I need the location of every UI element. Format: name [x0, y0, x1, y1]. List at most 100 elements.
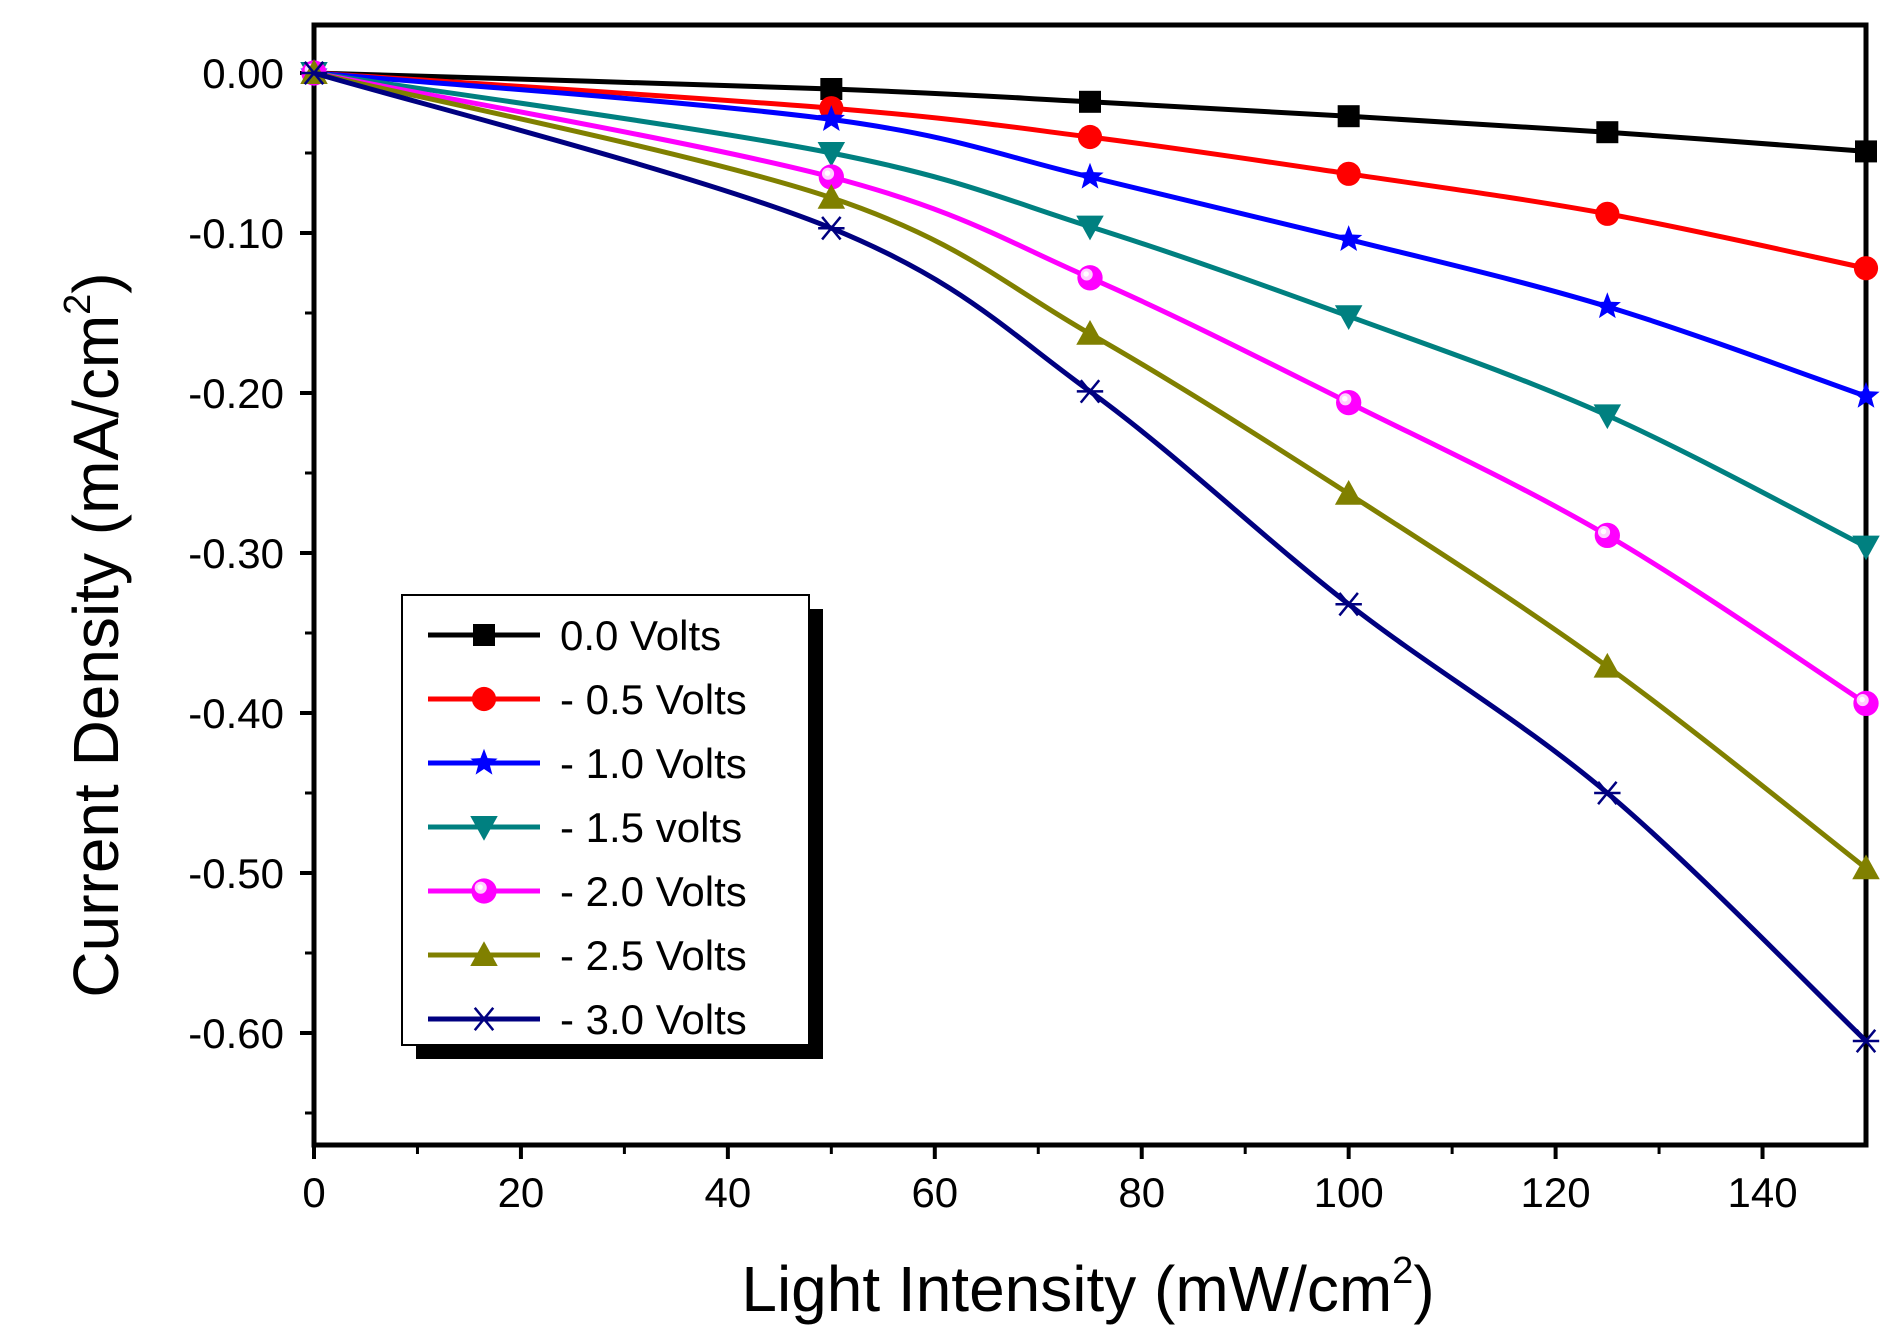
x-tick-label: 120: [1521, 1169, 1591, 1216]
data-point: [1595, 201, 1620, 226]
data-point: [1335, 225, 1363, 251]
data-point: [1076, 379, 1104, 404]
data-point: [1337, 105, 1360, 128]
legend-swatch-marker: [470, 816, 498, 841]
series-layer: [300, 58, 1880, 1054]
series-1: [303, 62, 1877, 163]
plot-frame: [311, 22, 1869, 1148]
data-point: [300, 60, 328, 86]
data-point: [1852, 1028, 1880, 1054]
y-tick-label: -0.10: [188, 210, 284, 257]
legend-swatch-marker: [471, 686, 497, 712]
data-point: [1853, 256, 1879, 281]
data-point: [1852, 854, 1880, 880]
data-point: [817, 105, 845, 131]
series-line: [313, 70, 1868, 1043]
data-point: [817, 142, 846, 167]
data-point: [1076, 162, 1104, 189]
y-axis-title: Current Density (mA/cm2): [57, 272, 132, 997]
marker-asterisk-stroke: [1079, 379, 1101, 404]
legend: 0.0 Volts - 0.5 Volts - 1.0 Volts - 1.5 vol…: [401, 594, 823, 1059]
marker-sphere-shine: [1083, 271, 1089, 277]
x-tick-label: 60: [911, 1169, 958, 1216]
marker-sphere-shine: [1600, 528, 1607, 535]
data-point: [1853, 690, 1879, 717]
data-point: [1596, 121, 1619, 144]
data-point: [1076, 215, 1104, 241]
legend-item: - 2.5 Volts: [428, 932, 747, 979]
legend-swatch-marker: [470, 941, 498, 966]
data-point: [1593, 292, 1621, 319]
marker-asterisk-stroke: [303, 60, 325, 86]
marker-asterisk-stroke: [1855, 1028, 1877, 1054]
data-point: [818, 164, 844, 190]
data-point: [1334, 305, 1363, 330]
data-point: [1334, 480, 1363, 505]
x-tick-label: 100: [1314, 1169, 1384, 1216]
data-point: [820, 78, 843, 100]
data-point: [817, 184, 846, 209]
legend-label: - 2.5 Volts: [560, 932, 747, 979]
series-2: [301, 60, 1879, 281]
legend-label: - 1.0 Volts: [560, 740, 747, 787]
data-point: [1076, 320, 1104, 345]
data-point: [1077, 124, 1103, 150]
legend-label: - 1.5 volts: [560, 804, 742, 851]
series-line: [313, 70, 1868, 871]
y-tick-label: -0.30: [188, 530, 284, 577]
marker-asterisk-stroke: [1338, 592, 1359, 617]
legend-box: [401, 594, 810, 1046]
data-point: [1079, 90, 1101, 113]
series-line: [313, 70, 1867, 399]
marker-asterisk-stroke: [1597, 780, 1618, 806]
series-line: [313, 70, 1868, 706]
data-point: [1594, 522, 1620, 549]
legend-swatch-marker: [470, 1006, 498, 1032]
legend-label: - 3.0 Volts: [560, 996, 747, 1043]
x-tick-label: 0: [302, 1169, 325, 1216]
series-line: [313, 70, 1867, 271]
x-tick-label: 20: [498, 1169, 545, 1216]
x-axis: 0 20 40 60 80 100 120 140: [302, 1145, 1798, 1216]
y-tick-label: -0.20: [188, 370, 284, 417]
legend-label: 0.0 Volts: [560, 612, 721, 659]
data-point: [1335, 592, 1362, 617]
data-point: [1593, 652, 1622, 678]
marker-sphere-shine: [1342, 396, 1348, 402]
y-tick-label: -0.40: [188, 690, 284, 737]
series-7: [300, 60, 1880, 1054]
data-point: [1852, 381, 1880, 408]
marker-sphere-shine: [1859, 696, 1865, 703]
legend-item: - 0.5 Volts: [428, 676, 747, 723]
legend-item: - 3.0 Volts: [428, 996, 747, 1043]
x-tick-label: 80: [1118, 1169, 1165, 1216]
y-axis: 0.00 -0.10 -0.20 -0.30 -0.40 -0.50 -0.60: [188, 50, 314, 1115]
marker-sphere-shine: [824, 170, 831, 176]
legend-item: 0.0 Volts: [428, 612, 721, 659]
legend-item: - 1.0 Volts: [428, 740, 747, 787]
data-point: [1077, 265, 1103, 291]
x-tick-label: 40: [705, 1169, 752, 1216]
data-point: [1336, 161, 1361, 186]
legend-label: - 0.5 Volts: [560, 676, 747, 723]
legend-label: - 2.0 Volts: [560, 868, 747, 915]
data-point: [1593, 404, 1622, 430]
legend-swatch-marker: [473, 624, 495, 646]
marker-sphere-shine: [477, 884, 483, 890]
marker-asterisk-stroke: [821, 216, 842, 241]
x-tick-label: 140: [1727, 1169, 1797, 1216]
data-point: [1594, 780, 1621, 806]
plot-area: [311, 22, 1869, 1148]
y-tick-label: 0.00: [202, 50, 284, 97]
series-line: [313, 70, 1868, 549]
legend-swatch-marker: [470, 748, 498, 775]
legend-swatch-marker: [471, 878, 497, 904]
y-tick-label: -0.50: [188, 850, 284, 897]
y-tick-label: -0.60: [188, 1010, 284, 1057]
data-point: [1855, 140, 1877, 163]
series-line: [313, 70, 1867, 154]
legend-item: - 2.0 Volts: [428, 868, 747, 915]
x-axis-title: Light Intensity (mW/cm2): [741, 1250, 1434, 1325]
marker-asterisk-stroke: [473, 1006, 495, 1032]
